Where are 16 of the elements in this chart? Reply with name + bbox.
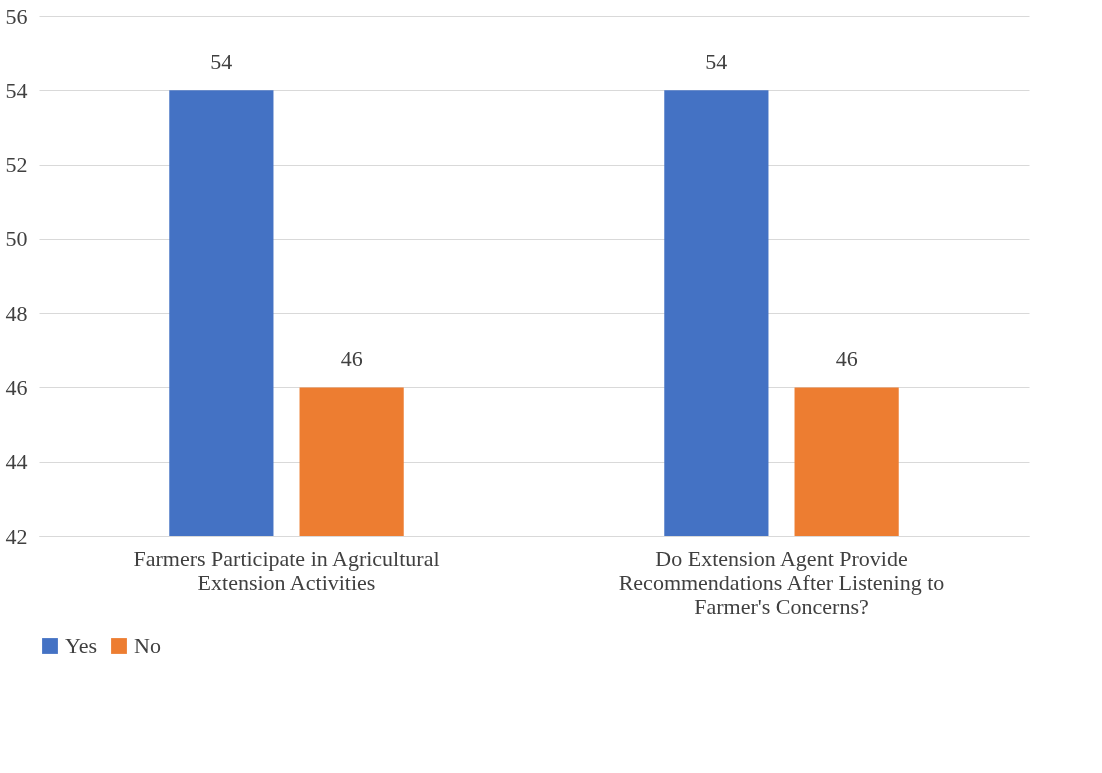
y-tick-label: 46 <box>5 374 28 400</box>
y-tick-label: 42 <box>5 523 28 549</box>
y-tick-label: 56 <box>5 3 28 29</box>
y-tick-label: 50 <box>5 226 28 252</box>
legend-label: Yes <box>65 633 98 658</box>
legend-label: No <box>134 633 161 658</box>
y-tick-label: 54 <box>5 77 28 103</box>
x-tick-label: Do Extension Agent Provide Recommendations After Listening to Farmer's Concerns? <box>618 545 945 619</box>
y-tick-label: 48 <box>5 300 28 326</box>
y-tick-label: 52 <box>5 152 28 178</box>
data-label: 54 <box>705 49 728 75</box>
data-label: 46 <box>835 346 858 372</box>
data-label: 54 <box>210 49 233 75</box>
y-tick-label: 44 <box>5 449 28 475</box>
data-label: 46 <box>340 346 363 372</box>
x-tick-label: Farmers Participate in Agricultural Extension Activities <box>133 545 440 595</box>
